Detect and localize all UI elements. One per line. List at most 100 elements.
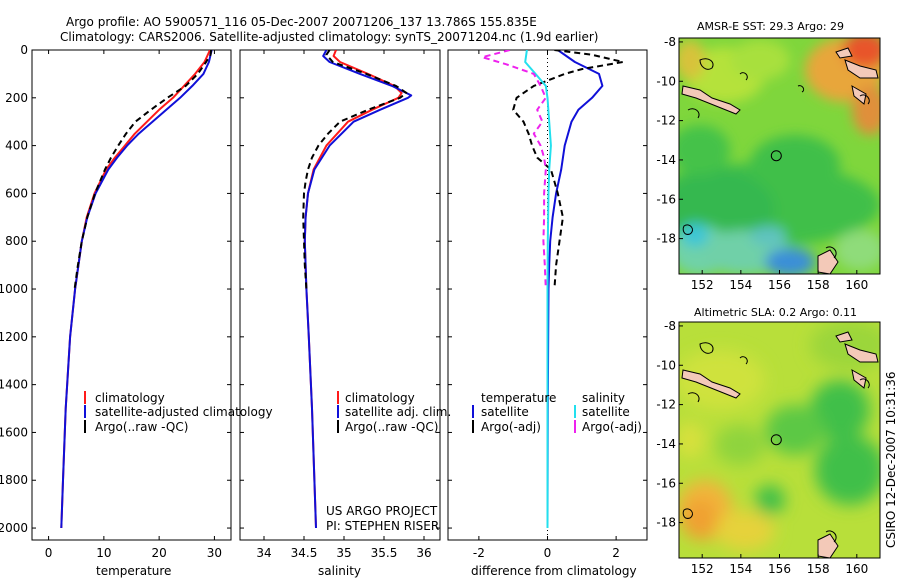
map-y-tick-label: -12 [656, 398, 676, 412]
x-tick-label: -2 [473, 546, 485, 560]
temperature-panel: 0 10 20 30 0 200 400 600 800 1000 1200 1400 1600 1800… [0, 43, 273, 578]
map-x-tick-label: 158 [807, 562, 830, 576]
pi-label: PI: STEPHEN RISER [326, 519, 439, 533]
map-x-tick-label: 158 [807, 278, 830, 292]
series-line-salinity-satellite [524, 50, 552, 528]
header-line-2: Climatology: CARS2006. Satellite-adjuste… [60, 30, 598, 44]
series-line-argo-raw-qc [302, 50, 408, 290]
sst-map-ticks: 152 154 156 158 160 -8 -10 -12 -14 -16 -18 [656, 35, 868, 292]
temperature-xlabel: temperature [96, 564, 171, 578]
legend-label-satellite: satellite-adjusted climatology [95, 405, 273, 419]
sla-land-masses [681, 331, 879, 558]
map-y-tick-label: -14 [656, 437, 676, 451]
series-line-satellite-adjusted-climatology [60, 50, 213, 529]
x-tick-label: 30 [207, 546, 222, 560]
map-x-tick-label: 154 [729, 278, 752, 292]
project-label: US ARGO PROJECT [326, 504, 438, 518]
map-x-tick-label: 160 [845, 278, 868, 292]
map-x-tick-label: 152 [691, 278, 714, 292]
map-y-tick-label: -10 [656, 358, 676, 372]
map-x-tick-label: 160 [845, 562, 868, 576]
x-tick-label: 20 [151, 546, 166, 560]
x-tick-label: 35 [336, 546, 351, 560]
y-tick-label: 1400 [0, 378, 28, 392]
x-tick-label: 34 [256, 546, 271, 560]
salinity-panel: 34 34.5 35 35.5 36 salinity climatology sate… [239, 49, 451, 578]
x-tick-label: 2 [612, 546, 620, 560]
legend-label-climatology: climatology [345, 391, 415, 405]
sla-map-title: Altimetric SLA: 0.2 Argo: 0.11 [694, 306, 857, 319]
series-line-temperature-argo-adj [512, 50, 624, 290]
y-tick-label: 1800 [0, 473, 28, 487]
sst-land-masses [681, 47, 879, 274]
sst-argo-marker [770, 150, 782, 162]
map-x-tick-label: 156 [768, 562, 791, 576]
map-y-tick-label: -12 [656, 114, 676, 128]
map-y-tick-label: -10 [656, 74, 676, 88]
map-y-tick-label: -16 [656, 476, 676, 490]
map-x-tick-label: 154 [729, 562, 752, 576]
y-tick-label: 2000 [0, 521, 28, 535]
sla-heatmap [679, 322, 880, 558]
map-y-tick-label: -16 [656, 192, 676, 206]
legend-title-temperature: temperature [481, 391, 556, 405]
temperature-lines [60, 50, 213, 529]
y-tick-label: 200 [5, 91, 28, 105]
y-tick-label: 800 [5, 234, 28, 248]
series-line-satellite-adj-clim [303, 50, 413, 529]
difference-xlabel: difference from climatology [471, 564, 637, 578]
legend-title-salinity: salinity [582, 391, 625, 405]
difference-panel: -2 0 2 difference from climatology tempera… [447, 49, 648, 578]
map-x-tick-label: 152 [691, 562, 714, 576]
difference-legend: temperature satellite Argo(-adj) salinit… [472, 391, 642, 434]
sla-argo-marker [770, 434, 782, 446]
series-line-salinity-argo-adj [481, 50, 547, 290]
legend-label-argo: Argo(..raw -QC) [345, 420, 438, 434]
legend-label-climatology: climatology [95, 391, 165, 405]
map-y-tick-label: -14 [656, 153, 676, 167]
y-tick-label: 600 [5, 186, 28, 200]
y-tick-label: 1200 [0, 330, 28, 344]
x-tick-label: 0 [45, 546, 53, 560]
salinity-xlabel: salinity [318, 564, 361, 578]
y-tick-label: 1000 [0, 282, 28, 296]
y-tick-label: 400 [5, 139, 28, 153]
x-tick-label: 34.5 [291, 546, 318, 560]
x-tick-label: 35.5 [371, 546, 398, 560]
map-y-tick-label: -18 [656, 232, 676, 246]
timestamp-stamp: CSIRO 12-Dec-2007 10:31:36 [884, 371, 898, 548]
sla-map-panel: Altimetric SLA: 0.2 Argo: 0.11 [656, 306, 881, 576]
series-line-temperature-satellite [546, 50, 604, 529]
map-y-tick-label: -8 [664, 35, 676, 49]
map-y-tick-label: -8 [664, 319, 676, 333]
legend-label-argo: Argo(..raw -QC) [95, 420, 188, 434]
legend-label-temp-argo: Argo(-adj) [481, 420, 541, 434]
sst-map-title: AMSR-E SST: 29.3 Argo: 29 [697, 20, 844, 33]
x-tick-label: 36 [416, 546, 431, 560]
x-tick-label: 10 [96, 546, 111, 560]
x-tick-label: 0 [544, 546, 552, 560]
difference-ticks: -2 0 2 [448, 49, 647, 560]
map-x-tick-label: 156 [768, 278, 791, 292]
salinity-axes-box [239, 49, 441, 541]
sst-map-panel: AMSR-E SST: 29.3 Argo: 29 [656, 20, 881, 292]
legend-label-satellite: satellite adj. clim. [345, 405, 451, 419]
salinity-ticks: 34 34.5 35 35.5 36 [240, 49, 440, 560]
sla-coast-contours [682, 342, 870, 543]
y-tick-label: 1600 [0, 425, 28, 439]
series-line-argo-raw-qc [73, 50, 213, 290]
sst-heatmap [679, 38, 880, 274]
legend-label-sal-argo: Argo(-adj) [582, 420, 642, 434]
temperature-ticks: 0 10 20 30 0 200 400 600 800 1000 1200 1400 1600 1800… [0, 43, 231, 560]
header-line-1: Argo profile: AO 5900571_116 05-Dec-2007… [66, 15, 537, 29]
temperature-legend: climatology satellite-adjusted climatolo… [84, 391, 273, 434]
sst-coast-contours [682, 58, 870, 259]
salinity-legend: climatology satellite adj. clim. Argo(..… [337, 391, 451, 434]
salinity-lines [302, 50, 413, 529]
temperature-axes-box [31, 49, 232, 541]
map-y-tick-label: -18 [656, 516, 676, 530]
legend-label-temp-satellite: satellite [481, 405, 529, 419]
legend-label-sal-satellite: satellite [582, 405, 630, 419]
y-tick-label: 0 [20, 43, 28, 57]
